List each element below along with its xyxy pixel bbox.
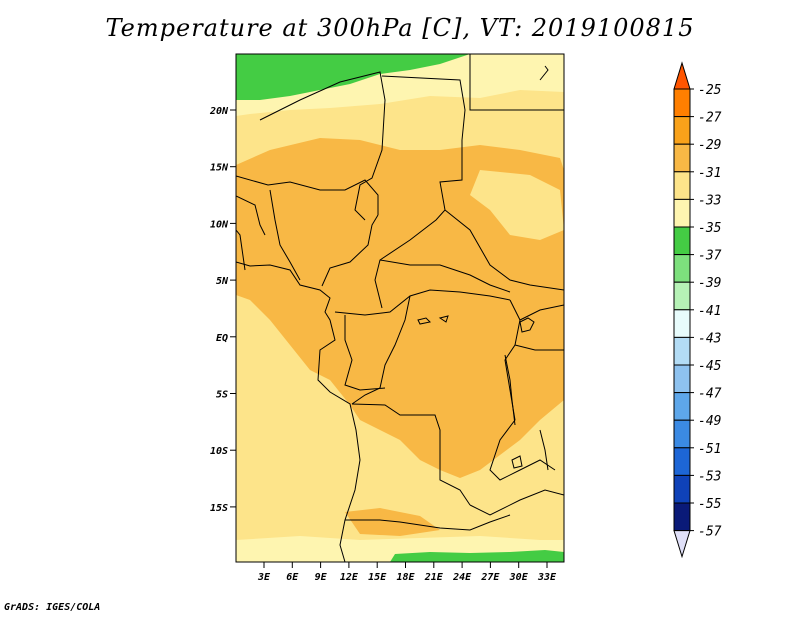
border-ne: [539, 65, 549, 81]
border-angola-namibia: [345, 514, 511, 531]
lat-tick-label: 10N: [210, 219, 229, 230]
colorbar-label: -57: [698, 525, 722, 540]
colorbar-label: -47: [698, 387, 722, 402]
colorbar-segment: [673, 419, 691, 449]
colorbar-segment: [673, 171, 691, 200]
border-niger: [259, 71, 386, 221]
colorbar-label: -49: [698, 414, 721, 429]
border-sudan-south: [444, 209, 564, 291]
colorbar-label: -27: [698, 111, 722, 126]
lake-victoria: [519, 317, 535, 333]
border-nigeria-north: [236, 175, 379, 215]
colorbar-label: -37: [698, 249, 722, 264]
colorbar-label: -51: [698, 442, 721, 457]
colorbar-label: -55: [698, 497, 722, 512]
colorbar-segment: [673, 364, 691, 394]
field-patch-south-orange: [345, 508, 440, 536]
lon-tick-label: 18E: [396, 572, 415, 583]
colorbar-segment: [673, 474, 691, 504]
colorbar-label: -45: [698, 359, 722, 374]
coastline-west: [236, 261, 361, 562]
border-car-south: [379, 259, 511, 293]
colorbar-segment: [673, 336, 691, 366]
colorbar-label: -29: [698, 138, 721, 153]
lon-tick-label: 24E: [452, 572, 472, 583]
chart-title: Temperature at 300hPa [C], VT: 201910081…: [105, 14, 695, 42]
lake-malawi: [539, 429, 549, 471]
colorbar-label: -41: [698, 304, 721, 319]
longitude-axis: 3E 6E 9E 12E 15E 18E 21E 24E 27E 30E 33E: [257, 562, 557, 583]
colorbar-segment: [673, 447, 691, 476]
lat-tick-label: 5N: [216, 276, 229, 287]
lon-tick-label: 12E: [340, 572, 359, 583]
lon-tick-label: 6E: [286, 572, 299, 583]
lat-tick-label: 10S: [210, 446, 228, 457]
colorbar-segment: [673, 254, 691, 283]
border-zambia: [469, 489, 564, 516]
country-borders: [236, 54, 564, 562]
colorbar-label: -31: [698, 166, 721, 181]
colorbar-segment: [673, 116, 691, 145]
border-uganda: [519, 304, 564, 321]
colorbar-segment: [673, 309, 691, 338]
colorbar-segment: [673, 392, 691, 421]
colorbar-segment: [673, 143, 691, 173]
field-patch-east: [470, 170, 564, 240]
border-congo-drc-north: [334, 289, 511, 316]
border-benin: [236, 229, 246, 271]
lon-tick-label: 27E: [480, 572, 500, 583]
border-burkina: [236, 195, 266, 236]
colorbar-segment: [673, 502, 691, 532]
lat-tick-label: EQ: [216, 333, 228, 344]
border-chad: [374, 75, 466, 309]
colorbar-bottom-arrow: [673, 530, 691, 559]
lon-tick-label: 9E: [315, 572, 328, 583]
field-patch-southwest: [236, 300, 395, 545]
colorbar-label: -33: [698, 193, 721, 208]
grads-credit: GrADS: IGES/COLA: [4, 602, 101, 613]
border-angola-drc: [351, 403, 471, 506]
colorbar-segment: [673, 226, 691, 256]
lon-tick-label: 3E: [257, 572, 271, 583]
lat-tick-label: 15S: [210, 503, 228, 514]
colorbar: -25 -27 -29 -31 -33 -35 -37 -39 -41 -43 -45 -47 -49 -…: [673, 61, 722, 559]
border-cameroon: [321, 214, 379, 287]
colorbar-segment: [673, 281, 691, 311]
lake-kariba: [511, 455, 523, 469]
colorbar-label: -25: [698, 83, 722, 98]
lon-tick-label: 15E: [368, 572, 387, 583]
border-gabon-congo: [344, 315, 386, 391]
field-band-31-29: [236, 138, 564, 478]
lat-tick-label: 20N: [209, 106, 229, 117]
map-frame: [235, 53, 565, 563]
lake-small: [417, 315, 449, 325]
field-band-37-35-south: [390, 550, 564, 562]
lat-tick-label: 15N: [210, 163, 229, 174]
border-congo-drc: [351, 295, 411, 405]
lon-tick-label: 21E: [424, 572, 444, 583]
colorbar-label: -43: [698, 331, 721, 346]
colorbar-label: -53: [698, 469, 721, 484]
field-band-37-35-north: [236, 54, 470, 100]
lakes: [417, 315, 549, 471]
colorbar-label: -39: [698, 276, 721, 291]
lake-tanganyika: [504, 354, 516, 426]
colorbar-top-arrow: [673, 61, 691, 90]
colorbar-segment: [673, 198, 691, 228]
border-egypt-sudan: [469, 54, 564, 111]
colorbar-segment: [673, 88, 691, 118]
lon-tick-label: 33E: [537, 572, 557, 583]
lat-tick-label: 5S: [216, 390, 228, 401]
lon-tick-label: 30E: [509, 572, 529, 583]
border-east-drc: [489, 299, 556, 481]
latitude-axis: 20N 15N 10N 5N EQ 5S 10S 15S: [209, 106, 236, 514]
border-tanzania: [514, 344, 564, 351]
temperature-field: [236, 54, 564, 562]
border-nigeria-west: [269, 189, 301, 281]
colorbar-label: -35: [698, 221, 722, 236]
